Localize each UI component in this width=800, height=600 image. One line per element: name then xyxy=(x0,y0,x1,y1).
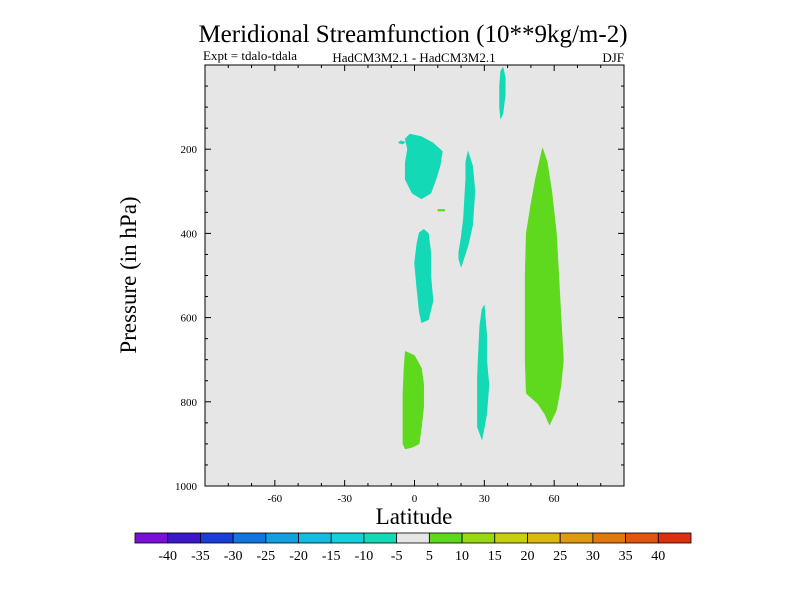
colorbar-label: 10 xyxy=(455,549,469,564)
colorbar-swatch xyxy=(559,532,594,544)
x-tick-label: -30 xyxy=(337,493,352,505)
region-green-speck xyxy=(437,209,446,212)
y-tick-label: 800 xyxy=(181,397,198,409)
colorbar-swatch xyxy=(494,532,528,544)
colorbar-swatch xyxy=(363,532,398,544)
colorbar-swatch xyxy=(167,532,201,544)
colorbar-label: -15 xyxy=(322,549,341,564)
colorbar: -40 -35 -30 -25 -20 -15 -10 -5 5 10 15 20 25 30 35 40 xyxy=(134,532,692,564)
colorbar-label: -25 xyxy=(256,549,275,564)
contour-regions xyxy=(397,66,564,450)
colorbar-label: -10 xyxy=(355,549,374,564)
colorbar-label: 15 xyxy=(488,549,502,564)
y-tick-label: 1000 xyxy=(175,481,198,493)
axis-ticks: -60 -30 0 30 60 200 400 600 800 1000 xyxy=(175,65,624,505)
colorbar-label: 5 xyxy=(426,549,433,564)
colorbar-swatch xyxy=(625,532,659,544)
colorbar-swatch xyxy=(657,532,692,544)
region-cyan-top xyxy=(499,66,506,119)
colorbar-swatch xyxy=(428,532,463,544)
colorbar-swatch xyxy=(461,532,496,544)
colorbar-label: -30 xyxy=(224,549,243,564)
colorbar-label: 30 xyxy=(586,549,600,564)
colorbar-swatch xyxy=(527,532,561,544)
colorbar-label: -5 xyxy=(391,549,403,564)
x-tick-label: 60 xyxy=(549,493,561,505)
region-cyan-upper-left xyxy=(404,133,443,200)
region-cyan-mid-center xyxy=(458,150,476,268)
colorbar-swatch xyxy=(200,532,234,544)
x-axis-label: Latitude xyxy=(376,504,453,529)
x-tick-label: -60 xyxy=(267,493,282,505)
x-tick-label: 30 xyxy=(479,493,491,505)
subtitle-center: HadCM3M2.1 - HadCM3M2.1 xyxy=(332,50,495,65)
region-green-right xyxy=(524,146,564,426)
y-tick-label: 600 xyxy=(181,313,198,325)
colorbar-label: 25 xyxy=(553,549,567,564)
chart-title: Meridional Streamfunction (10**9kg/m-2) xyxy=(198,21,627,48)
colorbar-swatch xyxy=(298,532,332,544)
colorbar-swatch xyxy=(330,532,365,544)
region-cyan-speck xyxy=(397,140,406,145)
colorbar-label: 35 xyxy=(619,549,633,564)
colorbar-label: 40 xyxy=(651,549,665,564)
region-green-lower-left xyxy=(402,350,425,450)
y-tick-label: 400 xyxy=(181,228,198,240)
region-cyan-mid-left xyxy=(414,228,434,324)
colorbar-swatch xyxy=(134,532,169,544)
region-cyan-lower xyxy=(477,304,490,441)
subtitle-left: Expt = tdalo-tdala xyxy=(203,48,297,63)
colorbar-swatch xyxy=(396,532,430,544)
colorbar-swatch xyxy=(592,532,626,544)
colorbar-label: -40 xyxy=(158,549,177,564)
colorbar-label: 20 xyxy=(520,549,534,564)
y-tick-label: 200 xyxy=(181,144,198,156)
colorbar-label: -35 xyxy=(191,549,210,564)
subtitle-right: DJF xyxy=(602,50,624,65)
colorbar-swatch xyxy=(232,532,267,544)
colorbar-label: -20 xyxy=(289,549,308,564)
x-tick-label: 0 xyxy=(412,493,418,505)
colorbar-swatch xyxy=(265,532,299,544)
y-axis-label: Pressure (in hPa) xyxy=(116,196,141,353)
